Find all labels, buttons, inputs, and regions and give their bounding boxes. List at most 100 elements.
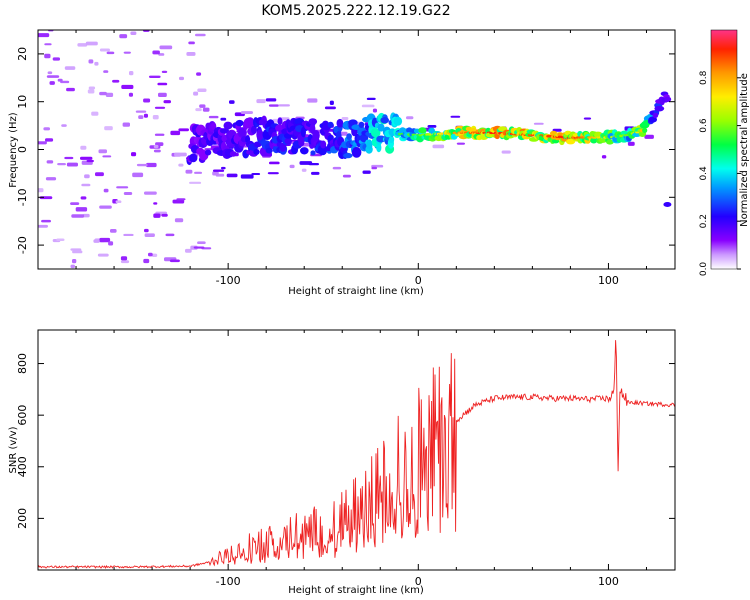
spectrogram-ridge-cell	[377, 123, 385, 132]
spectrogram-cell	[95, 172, 104, 177]
spectrogram-ridge-cell	[642, 127, 648, 134]
spectrogram-cell	[165, 233, 175, 237]
spectrogram-cell	[153, 213, 161, 218]
spectrogram-ridge-cell	[346, 133, 352, 141]
colorbar-label: Normalized spectral amplitude	[739, 73, 750, 227]
spectrogram-cell	[116, 186, 129, 189]
y-tick-label: 800	[16, 353, 29, 374]
spectrogram-cell	[149, 75, 161, 78]
spectrogram-cell	[143, 98, 151, 103]
spectrogram-cell	[199, 104, 206, 108]
spectrogram-cell	[71, 214, 85, 218]
spectrogram-cell	[186, 52, 196, 56]
spectrogram-cell	[178, 163, 184, 167]
spectrogram-cell	[143, 258, 150, 264]
spectrogram-cell	[123, 51, 131, 54]
spectrogram-ridge-cell	[406, 127, 413, 134]
spectrogram-cell	[104, 126, 113, 131]
spectrogram-cell	[194, 171, 202, 174]
spectrogram-artifact	[663, 202, 672, 207]
spectrogram-cell	[82, 213, 90, 218]
spectrogram-cell	[329, 100, 334, 105]
spectrogram-cell	[154, 106, 166, 109]
spectrogram-cell	[47, 71, 53, 75]
spectrogram-cell	[158, 53, 165, 56]
spectrogram-cell	[80, 196, 87, 200]
spectrogram-cell	[46, 75, 60, 78]
spectrogram-cell	[60, 80, 70, 84]
spectrogram-cell	[38, 141, 47, 145]
spectrogram-cell	[450, 115, 461, 118]
spectrogram-cell	[46, 160, 54, 164]
spectrogram-ridge-cell	[358, 121, 365, 128]
spectrogram-cell	[366, 97, 376, 100]
spectrogram-cell	[70, 248, 82, 251]
spectrogram-cell	[151, 253, 158, 257]
spectrogram-ridge-cell	[265, 147, 273, 154]
colorbar-tick-label: 0.0	[699, 262, 709, 277]
spectrogram-cell	[38, 33, 50, 38]
spectrogram-ridge-cell	[256, 129, 264, 141]
spectrogram-cell	[99, 91, 107, 96]
spectrogram-cell	[301, 168, 307, 172]
spectrogram-cell	[41, 219, 51, 223]
spectrogram-cell	[371, 166, 377, 170]
spectrogram-cell	[307, 98, 318, 103]
spectrogram-cell	[221, 166, 226, 170]
y-tick-label: 10	[16, 95, 29, 109]
spectrogram-ridge-cell	[320, 140, 327, 149]
spectrogram-cell	[119, 34, 128, 39]
spectrogram-cell	[176, 198, 186, 201]
x-tick-label: 0	[415, 274, 422, 287]
spectrogram-cell	[66, 162, 78, 167]
spectrogram-x-axis-label: Height of straight line (km)	[288, 286, 424, 297]
spectrogram-ridge-cell	[312, 130, 320, 141]
spectrogram-cell	[143, 113, 148, 118]
spectrogram-ridge-cell	[388, 136, 395, 144]
spectrogram-ridge-cell	[652, 112, 659, 119]
spectrogram-cell	[406, 116, 414, 120]
spectrogram-cell	[188, 41, 195, 45]
spectrogram-cell	[103, 70, 109, 73]
spectrogram-cell	[193, 91, 199, 96]
spectrogram-cell	[533, 122, 544, 125]
spectrogram-ridge-cell	[189, 153, 198, 163]
spectrogram-ridge-cell	[284, 137, 292, 145]
spectrogram-cell	[64, 66, 76, 70]
spectrogram-ridge-cell	[277, 117, 283, 125]
spectrogram-cell	[98, 149, 107, 154]
spectrogram-cell	[130, 31, 137, 35]
spectrogram-cell	[267, 172, 279, 175]
spectrogram-ridge-cell	[245, 117, 255, 129]
spectrogram-cell	[99, 205, 112, 209]
x-tick-label: -100	[216, 274, 241, 287]
spectrogram-cell	[135, 110, 147, 113]
spectrogram-cell	[427, 125, 437, 128]
colorbar-tick-label: 0.6	[699, 118, 709, 133]
spectrogram-ridge-cell	[279, 142, 287, 152]
spectrogram-cell	[97, 253, 109, 257]
spectrogram-ridge-cell	[606, 139, 614, 145]
spectrogram-cell	[195, 33, 206, 37]
spectrogram-cell	[84, 174, 90, 179]
spectrogram-cell	[136, 163, 148, 167]
spectrogram-cell	[220, 117, 227, 121]
spectrogram-cell	[88, 86, 96, 90]
spectrogram-cell	[362, 170, 371, 174]
spectrogram-cell	[189, 181, 202, 184]
y-tick-label: -10	[16, 188, 29, 206]
spectrogram-cell	[120, 260, 130, 264]
y-tick-label: 400	[16, 456, 29, 477]
spectrogram-cell	[138, 115, 144, 119]
spectrogram-ridge-cell	[229, 151, 237, 157]
spectrogram-cell	[103, 188, 109, 193]
spectrogram-ridge-cell	[376, 143, 382, 153]
spectrogram-cell	[324, 106, 336, 110]
colorbar-tick-label: 0.4	[699, 166, 709, 181]
spectrogram-cell	[70, 264, 75, 269]
snr-panel: -100 0 100 200 400 600 800 Height of straight …	[8, 329, 676, 596]
snr-plot-area	[38, 340, 675, 569]
spectrogram-cell	[269, 161, 280, 165]
y-tick-label: -20	[16, 236, 29, 254]
spectrogram-ridge-cell	[348, 119, 358, 126]
